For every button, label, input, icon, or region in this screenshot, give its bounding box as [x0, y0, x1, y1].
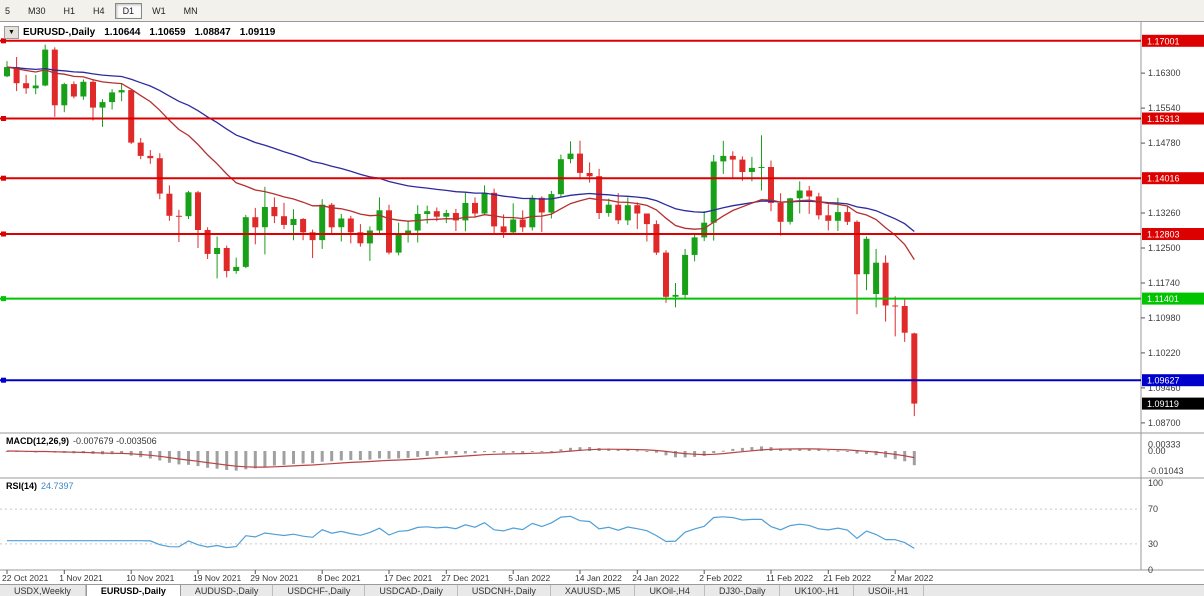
svg-text:1.14780: 1.14780 [1148, 138, 1181, 148]
svg-text:100: 100 [1148, 478, 1163, 488]
symbol-label: EURUSD-,Daily [23, 27, 96, 38]
ohlc-open: 1.10644 [104, 27, 141, 38]
chart-canvas[interactable]: 1.16300 1.15540 1.14780 1.13260 1.12500 1.117… [0, 22, 1204, 584]
chart-tab-usdcad-daily[interactable]: USDCAD-,Daily [365, 585, 458, 596]
chart-tab-uk100-h1[interactable]: UK100-,H1 [780, 585, 854, 596]
ohlc-close: 1.09119 [239, 27, 276, 38]
svg-text:19 Nov 2021: 19 Nov 2021 [193, 573, 241, 583]
timeframe-button-w1[interactable]: W1 [152, 5, 166, 16]
svg-text:1.15313: 1.15313 [1147, 114, 1180, 124]
macd-name: MACD(12,26,9) [6, 436, 70, 446]
svg-text:1.09627: 1.09627 [1147, 376, 1180, 386]
chart-tab-eurusd-daily[interactable]: EURUSD-,Daily [85, 585, 181, 596]
rsi-indicator-label: RSI(14) 24.7397 [6, 481, 74, 491]
svg-text:1.09119: 1.09119 [1147, 399, 1179, 409]
svg-text:11 Feb 2022: 11 Feb 2022 [766, 573, 813, 583]
timeframe-button-h4[interactable]: H4 [93, 5, 105, 16]
svg-text:1.09460: 1.09460 [1148, 383, 1181, 393]
timeframe-button-5[interactable]: 5 [5, 5, 11, 16]
chart-title-readout: ▼ EURUSD-,Daily 1.10644 1.10659 1.08847 … [4, 26, 275, 39]
svg-text:0.00333: 0.00333 [1148, 440, 1181, 450]
svg-text:2 Feb 2022: 2 Feb 2022 [699, 573, 742, 583]
svg-text:1.08700: 1.08700 [1148, 418, 1181, 428]
svg-text:1.16300: 1.16300 [1148, 68, 1181, 78]
date-axis: 22 Oct 2021 1 Nov 2021 10 Nov 2021 19 Nov 2… [2, 570, 933, 583]
svg-text:14 Jan 2022: 14 Jan 2022 [575, 573, 622, 583]
macd-values: -0.007679 -0.003506 [73, 436, 157, 446]
svg-text:0.00: 0.00 [1148, 446, 1166, 456]
current-price-label [1142, 397, 1204, 410]
chart-tab-xauusd-m5[interactable]: XAUUSD-,M5 [551, 585, 636, 596]
svg-text:2 Mar 2022: 2 Mar 2022 [890, 573, 933, 583]
svg-text:24 Jan 2022: 24 Jan 2022 [632, 573, 679, 583]
chart-tab-usdx-weekly[interactable]: USDX,Weekly [0, 585, 86, 596]
timeframe-button-h1[interactable]: H1 [63, 5, 76, 16]
rsi-value: 24.7397 [41, 481, 74, 491]
svg-text:1.12803: 1.12803 [1147, 230, 1180, 240]
svg-text:30: 30 [1148, 539, 1158, 549]
chart-tab-usdchf-daily[interactable]: USDCHF-,Daily [273, 585, 366, 596]
svg-text:22 Oct 2021: 22 Oct 2021 [2, 573, 49, 583]
rsi-name: RSI(14) [6, 481, 38, 491]
svg-text:1.10980: 1.10980 [1148, 313, 1181, 323]
ohlc-low: 1.08847 [194, 27, 231, 38]
ma-fast-line [6, 66, 915, 260]
chart-tab-dj30-daily[interactable]: DJ30-,Daily [705, 585, 781, 596]
timeframe-button-d1[interactable]: D1 [114, 2, 143, 19]
svg-text:10 Nov 2021: 10 Nov 2021 [126, 573, 174, 583]
level-price-labels: 1.17001 1.15313 1.14016 1.12803 1.11401 1.096… [1142, 34, 1204, 410]
macd-signal-line [6, 448, 915, 468]
svg-text:1.15540: 1.15540 [1148, 103, 1181, 113]
svg-text:21 Feb 2022: 21 Feb 2022 [823, 573, 871, 583]
svg-text:27 Dec 2021: 27 Dec 2021 [441, 573, 489, 583]
svg-text:70: 70 [1148, 504, 1158, 514]
svg-text:1.14016: 1.14016 [1147, 174, 1180, 184]
panel-separators [0, 22, 1204, 584]
timeframe-button-mn[interactable]: MN [183, 5, 198, 16]
macd-indicator-label: MACD(12,26,9) -0.007679 -0.003506 [6, 436, 157, 446]
svg-text:1 Nov 2021: 1 Nov 2021 [59, 573, 103, 583]
chart-tab-usoil-h1[interactable]: USOil-,H1 [854, 585, 924, 596]
chart-region: 1.16300 1.15540 1.14780 1.13260 1.12500 1.117… [0, 22, 1204, 584]
svg-text:1.17001: 1.17001 [1147, 36, 1180, 46]
candlesticks [4, 44, 918, 417]
svg-text:8 Dec 2021: 8 Dec 2021 [317, 573, 361, 583]
svg-text:1.11740: 1.11740 [1148, 278, 1180, 288]
timeframe-button-m30[interactable]: M30 [28, 5, 46, 16]
svg-text:5 Jan 2022: 5 Jan 2022 [508, 573, 550, 583]
svg-text:17 Dec 2021: 17 Dec 2021 [384, 573, 432, 583]
price-axis-ticks: 1.16300 1.15540 1.14780 1.13260 1.12500 1.117… [1141, 68, 1181, 428]
svg-text:1.11401: 1.11401 [1147, 294, 1179, 304]
chart-tab-bar: USDX,Weekly EURUSD-,Daily AUDUSD-,Daily USD… [0, 584, 1204, 596]
svg-text:1.12500: 1.12500 [1148, 243, 1181, 253]
ohlc-high: 1.10659 [149, 27, 186, 38]
svg-text:-0.01043: -0.01043 [1148, 466, 1184, 476]
chart-tab-audusd-daily[interactable]: AUDUSD-,Daily [181, 585, 274, 596]
ma-slow-line [6, 66, 915, 233]
collapse-chart-button[interactable]: ▼ [4, 26, 19, 39]
triangle-down-icon: ▼ [8, 29, 15, 36]
svg-text:29 Nov 2021: 29 Nov 2021 [250, 573, 298, 583]
rsi-axis-ticks: 100 70 30 0 [1148, 478, 1163, 575]
timeframe-toolbar: 5 M30 H1 H4 D1 W1 MN [0, 0, 1204, 22]
svg-text:0: 0 [1148, 565, 1153, 575]
horizontal-level-lines[interactable] [0, 38, 1141, 383]
svg-text:1.10220: 1.10220 [1148, 348, 1181, 358]
chart-tab-usdcnh-daily[interactable]: USDCNH-,Daily [458, 585, 551, 596]
rsi-line [7, 515, 915, 549]
svg-text:1.13260: 1.13260 [1148, 208, 1181, 218]
chart-tab-ukoil-h4[interactable]: UKOil-,H4 [635, 585, 705, 596]
